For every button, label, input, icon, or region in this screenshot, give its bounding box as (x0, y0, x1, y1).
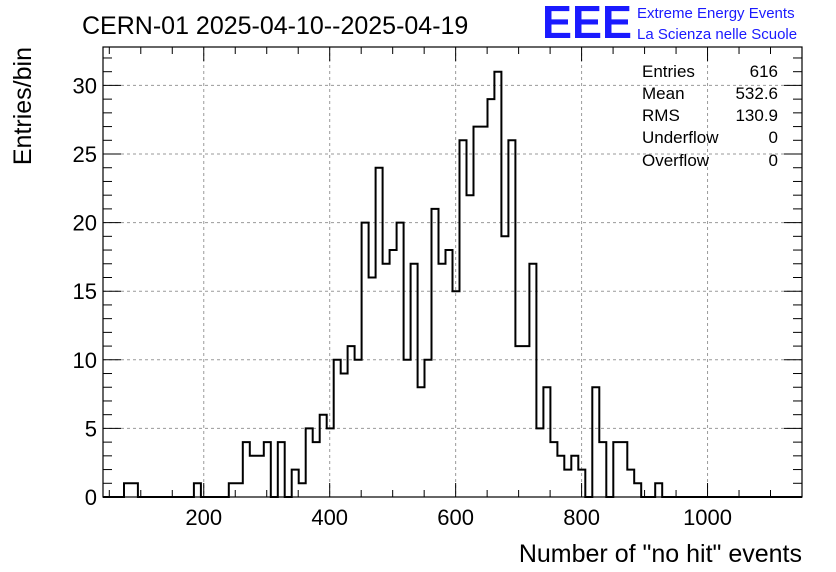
stats-label-mean: Mean (642, 84, 685, 103)
y-tick-label: 10 (73, 348, 97, 373)
x-tick-label: 800 (563, 505, 600, 530)
grid-lines (103, 47, 802, 497)
y-tick-label: 5 (85, 416, 97, 441)
logo-line-2: La Scienza nelle Scuole (637, 26, 797, 43)
x-tick-label: 600 (437, 505, 474, 530)
y-axis: 0 5 10 15 20 25 30 (73, 57, 802, 510)
stats-value-entries: 616 (750, 62, 778, 81)
stats-box: Entries 616 Mean 532.6 RMS 130.9 Underfl… (642, 62, 778, 170)
y-tick-label: 30 (73, 73, 97, 98)
y-tick-label: 15 (73, 279, 97, 304)
x-axis: 200 400 600 800 1000 (108, 47, 803, 530)
stats-value-mean: 532.6 (735, 84, 778, 103)
plot-frame (102, 46, 803, 498)
stats-label-overflow: Overflow (642, 151, 710, 170)
logo-line-1: Extreme Energy Events (637, 5, 795, 22)
y-tick-label: 0 (85, 485, 97, 510)
x-tick-label: 200 (185, 505, 222, 530)
stats-value-overflow: 0 (769, 151, 778, 170)
stats-label-rms: RMS (642, 106, 680, 125)
chart-title: CERN-01 2025-04-10--2025-04-19 (82, 12, 468, 40)
stats-value-underflow: 0 (769, 128, 778, 147)
y-axis-label: Entries/bin (9, 47, 37, 165)
eee-logo: EEE Extreme Energy Events La Scienza nel… (542, 0, 797, 48)
y-tick-label: 25 (73, 142, 97, 167)
x-tick-label: 400 (311, 505, 348, 530)
x-axis-label: Number of "no hit" events (519, 540, 802, 568)
x-tick-label: 1000 (683, 505, 732, 530)
stats-label-entries: Entries (642, 62, 695, 81)
logo-mark: EEE (542, 0, 632, 48)
stats-label-underflow: Underflow (642, 128, 719, 147)
stats-value-rms: 130.9 (735, 106, 778, 125)
histogram-line (103, 70, 802, 498)
y-tick-label: 20 (73, 211, 97, 236)
